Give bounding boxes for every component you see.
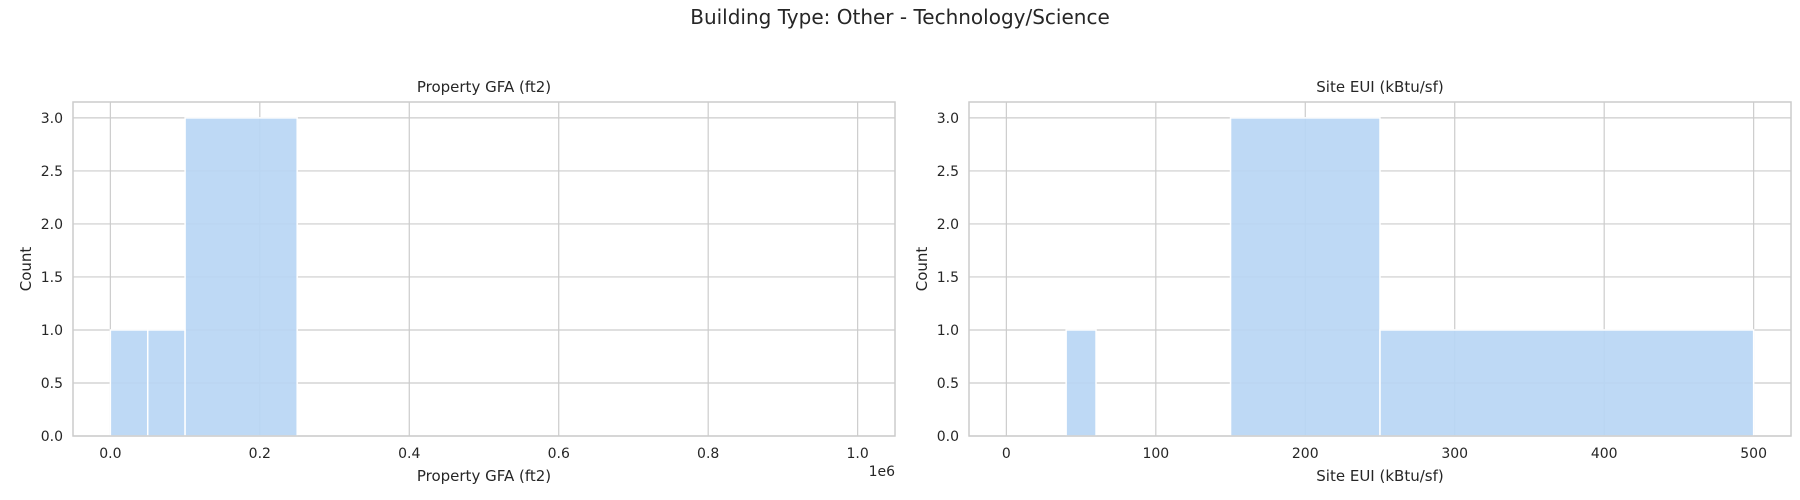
y-tick-label: 3.0 [937,111,959,127]
chart-title: Site EUI (kBtu/sf) [1316,78,1443,96]
y-tick-label: 2.0 [41,217,63,233]
x-tick-label: 0.6 [548,446,570,462]
y-tick-label: 1.5 [937,270,959,286]
histogram-bar [146,329,186,437]
y-tick-label: 2.5 [41,164,63,180]
y-tick-label: 1.5 [41,270,63,286]
x-tick-label: 1.0 [847,446,869,462]
x-tick-label: 300 [1441,446,1468,462]
x-tick-label: 0.4 [398,446,420,462]
x-tick-label: 0.8 [697,446,719,462]
figure-title: Building Type: Other - Technology/Scienc… [690,5,1110,29]
histogram-bar [184,117,298,437]
x-offset-label: 1e6 [869,464,896,480]
y-tick-label: 0.0 [937,429,959,445]
x-tick-label: 400 [1591,446,1618,462]
y-axis-label: Count [17,247,35,292]
x-axis-label: Site EUI (kBtu/sf) [1316,467,1443,485]
y-tick-label: 2.0 [937,217,959,233]
y-tick-label: 2.5 [937,164,959,180]
chart-title: Property GFA (ft2) [417,78,551,96]
y-axis-label: Count [913,247,931,292]
y-tick-label: 1.0 [41,323,63,339]
x-axis-label: Property GFA (ft2) [417,467,551,485]
axes-frame [72,101,896,437]
chart-2: 0.0 0.5 1.0 1.5 2.0 2.5 3.0 0 100 200 300 400 500 Sit… [913,78,1792,485]
histogram-bar [1065,329,1097,437]
y-tick-label: 0.5 [41,376,63,392]
x-tick-label: 0 [1002,446,1011,462]
y-tick-label: 1.0 [937,323,959,339]
x-tick-label: 0.2 [249,446,271,462]
x-tick-label: 100 [1142,446,1169,462]
y-tick-label: 0.5 [937,376,959,392]
axes-frame [968,101,1792,437]
x-tick-label: 0.0 [99,446,121,462]
y-tick-label: 3.0 [41,111,63,127]
chart-1: 0.0 0.5 1.0 1.5 2.0 2.5 3.0 0.0 0.2 0.4 0.6 0.8 1.0 P… [17,78,896,485]
histogram-bar [109,329,149,437]
x-tick-label: 200 [1292,446,1319,462]
x-tick-label: 500 [1740,446,1767,462]
histogram-bar [1379,329,1755,437]
y-tick-label: 0.0 [41,429,63,445]
histogram-bar [1229,117,1381,437]
